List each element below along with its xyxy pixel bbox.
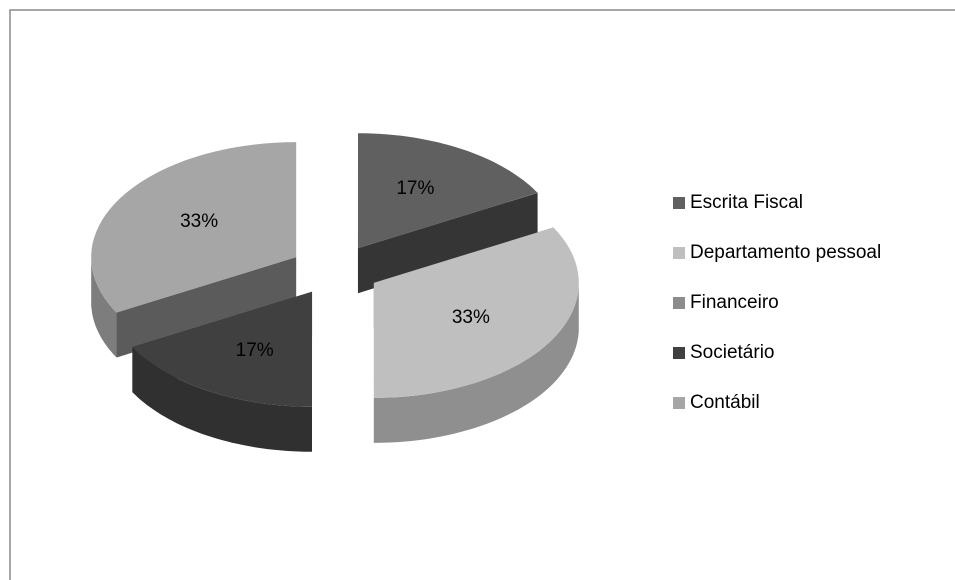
slice <box>373 227 579 398</box>
legend-label: Departamento pessoal <box>690 242 881 263</box>
legend-swatch <box>673 297 685 309</box>
slice-cut-face <box>357 192 538 294</box>
slice <box>357 133 538 249</box>
data-label: 33% <box>452 307 490 328</box>
slice <box>132 291 313 407</box>
legend-label: Escrita Fiscal <box>690 192 803 213</box>
legend-label: Contábil <box>690 392 760 413</box>
data-label: 33% <box>180 211 218 232</box>
legend-swatch <box>673 197 685 209</box>
legend-swatch <box>673 397 685 409</box>
legend-swatch <box>673 247 685 259</box>
legend-swatch <box>673 347 685 359</box>
legend-label: Financeiro <box>690 292 779 313</box>
data-label: 17% <box>236 340 274 361</box>
slice-side <box>91 257 117 358</box>
slice-side <box>132 347 312 452</box>
slice-side <box>373 282 579 443</box>
slice <box>91 142 297 313</box>
legend-label: Societário <box>690 342 775 363</box>
data-label: 17% <box>396 178 434 199</box>
slice-cut-face <box>116 257 297 358</box>
